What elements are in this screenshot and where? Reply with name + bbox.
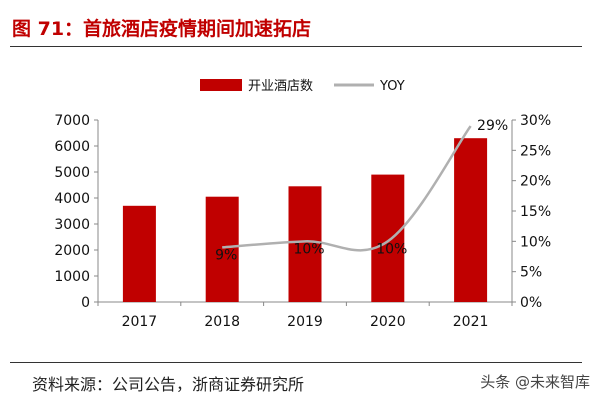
legend-line-label: YOY: [379, 79, 405, 94]
legend-bar-swatch: [200, 79, 242, 91]
left-tick-label: 6000: [54, 139, 90, 155]
x-tick-label: 2019: [287, 314, 323, 330]
right-tick-label: 5%: [520, 265, 542, 281]
yoy-data-label-2021: 29%: [477, 118, 508, 134]
axes: 0 1000 2000 3000 4000 5000 6000 7000 0% 5% 10% 15% 2…: [54, 113, 551, 330]
x-tick-label: 2020: [370, 314, 406, 330]
chart: 开业酒店数 YOY 010002000300040005000600070000…: [54, 79, 551, 330]
left-tick-label: 7000: [54, 113, 90, 129]
bar-2021: [454, 138, 488, 302]
right-tick-label: 30%: [520, 113, 551, 129]
left-tick-label: 4000: [54, 191, 90, 207]
left-tick-label: 2000: [54, 243, 90, 259]
x-tick-label: 2021: [453, 314, 489, 330]
yoy-data-label-2019: 10%: [293, 241, 324, 257]
left-tick-label: 3000: [54, 217, 90, 233]
source-note: 资料来源：公司公告，浙商证券研究所: [32, 375, 305, 394]
bar-2019: [288, 186, 322, 302]
left-tick-label: 1000: [54, 269, 90, 285]
bar-2020: [371, 174, 405, 302]
x-tick-label: 2018: [204, 314, 240, 330]
figure-title: 图 71：首旅酒店疫情期间加速拓店: [12, 18, 312, 40]
yoy-series: 9% 10% 10% 29%: [215, 118, 508, 263]
watermark: 头条 @未来智库: [480, 373, 590, 391]
left-tick-label: 0: [81, 295, 90, 311]
right-tick-label: 20%: [520, 174, 551, 190]
yoy-data-label-2020: 10%: [376, 241, 407, 257]
bar-2017: [122, 205, 156, 302]
source-rule: [10, 362, 582, 363]
bar-2018: [205, 196, 239, 302]
right-tick-label: 10%: [520, 234, 551, 250]
bar-series: [122, 138, 488, 302]
right-tick-label: 25%: [520, 143, 551, 159]
title-rule: [10, 46, 582, 47]
right-tick-label: 0%: [520, 295, 542, 311]
left-tick-label: 5000: [54, 165, 90, 181]
yoy-line: [222, 125, 472, 252]
legend-bar-label: 开业酒店数: [248, 79, 313, 94]
legend: 开业酒店数 YOY: [200, 79, 405, 94]
yoy-data-label-2018: 9%: [215, 247, 237, 263]
x-tick-label: 2017: [122, 314, 158, 330]
right-tick-label: 15%: [520, 204, 551, 220]
